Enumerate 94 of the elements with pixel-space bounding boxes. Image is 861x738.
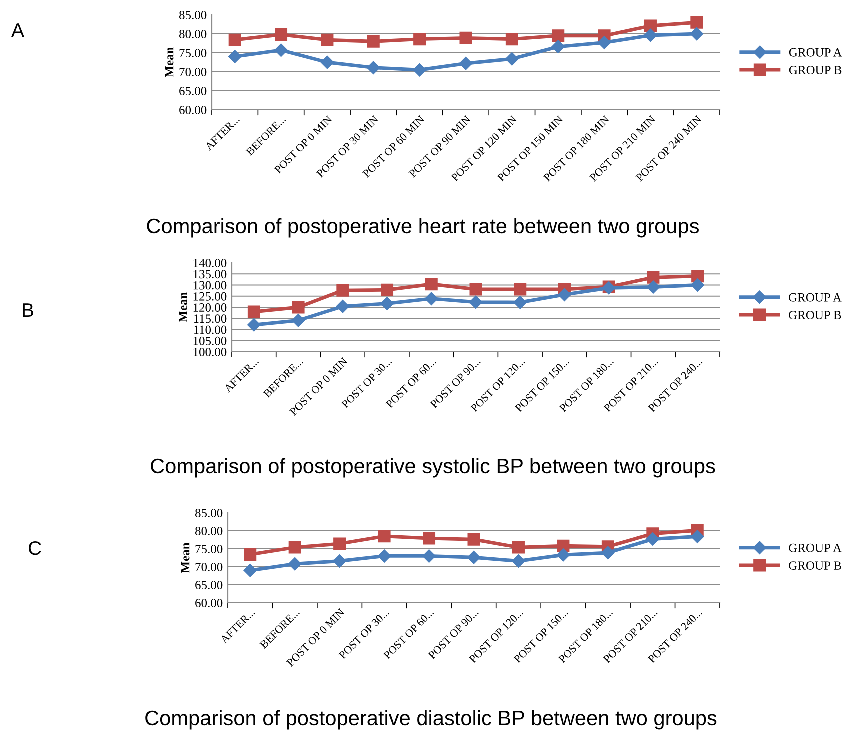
y-tick-label: 60.00 — [180, 106, 207, 115]
y-tick-label: 80.00 — [179, 30, 207, 39]
point — [512, 554, 526, 568]
point — [506, 33, 518, 46]
point — [228, 34, 242, 46]
legend-label: GROUP A — [789, 48, 842, 57]
point — [274, 44, 288, 57]
y-tick-label: 125.00 — [194, 292, 227, 301]
point — [514, 283, 527, 296]
y-tick-label: 140.00 — [194, 259, 227, 268]
point — [380, 297, 394, 310]
point — [690, 27, 704, 41]
point — [512, 541, 525, 554]
y-tick-label: 130.00 — [194, 281, 227, 290]
point — [552, 40, 565, 54]
point — [644, 20, 657, 32]
point — [336, 284, 350, 297]
point — [598, 36, 612, 50]
point — [275, 28, 288, 42]
point — [556, 548, 570, 562]
y-axis-title: Mean — [165, 47, 174, 78]
point — [367, 35, 380, 48]
point — [292, 301, 305, 314]
point — [333, 554, 346, 568]
point — [692, 270, 704, 283]
y-tick-label: 75.00 — [196, 545, 223, 554]
legend-label: GROUP B — [789, 562, 842, 570]
text: B — [23, 304, 34, 318]
y-tick-label: 80.00 — [195, 527, 223, 536]
y-tick-label: 60.00 — [196, 599, 223, 608]
point — [367, 61, 380, 74]
legend-label: GROUP B — [789, 66, 842, 74]
y-tick-label: 110.00 — [194, 326, 227, 334]
text: Comparison of postoperative diastolic BP between two groups — [146, 710, 717, 730]
y-tick-label: 65.00 — [196, 581, 223, 590]
y-tick-label: 120.00 — [194, 304, 227, 312]
text: Comparison of postoperative systolic BP between two groups — [151, 458, 716, 478]
point — [691, 530, 704, 544]
legend-label: GROUP A — [789, 293, 842, 302]
point — [381, 284, 394, 296]
point — [244, 564, 257, 578]
point — [602, 546, 615, 560]
point — [470, 283, 482, 296]
point — [292, 314, 306, 328]
point — [644, 28, 658, 42]
point — [460, 32, 472, 44]
point — [514, 296, 527, 310]
y-axis-title: Mean — [179, 292, 188, 323]
point — [552, 30, 565, 42]
point — [321, 34, 334, 46]
point — [558, 288, 572, 302]
point — [334, 538, 346, 550]
text: C — [28, 541, 42, 556]
point — [378, 550, 392, 563]
y-tick-label: 105.00 — [194, 336, 227, 346]
point — [647, 271, 660, 284]
point — [646, 280, 660, 294]
point — [423, 532, 436, 545]
point — [288, 541, 302, 554]
point — [248, 306, 260, 318]
legend-label: GROUP B — [789, 311, 842, 320]
point — [422, 550, 436, 563]
point — [691, 278, 704, 292]
point — [248, 318, 261, 332]
point — [320, 56, 334, 70]
y-tick-label: 65.00 — [180, 87, 207, 96]
point — [378, 530, 391, 543]
point — [506, 52, 519, 66]
y-tick-label: 85.00 — [195, 509, 223, 518]
y-tick-label: 75.00 — [180, 49, 207, 58]
y-tick-label: 85.00 — [179, 11, 207, 20]
point — [467, 551, 481, 564]
y-tick-label: 115.00 — [194, 314, 227, 324]
point — [244, 548, 257, 562]
point — [228, 50, 242, 64]
y-tick-label: 70.00 — [196, 563, 223, 572]
point — [336, 300, 350, 314]
point — [425, 292, 438, 306]
point — [459, 57, 473, 70]
text: A — [12, 24, 24, 38]
legend-label: GROUP A — [789, 544, 842, 552]
point — [288, 558, 302, 571]
y-tick-label: 135.00 — [194, 270, 227, 279]
point — [469, 296, 483, 309]
point — [690, 16, 704, 29]
point — [413, 64, 426, 77]
point — [646, 532, 660, 546]
point — [468, 533, 480, 546]
point — [425, 278, 438, 291]
y-tick-label: 70.00 — [180, 68, 207, 77]
y-tick-label: 100.00 — [194, 348, 227, 357]
y-axis-title: Mean — [181, 542, 190, 574]
text: Comparison of postoperative heart rate between two groups — [147, 218, 699, 238]
point — [414, 33, 426, 46]
